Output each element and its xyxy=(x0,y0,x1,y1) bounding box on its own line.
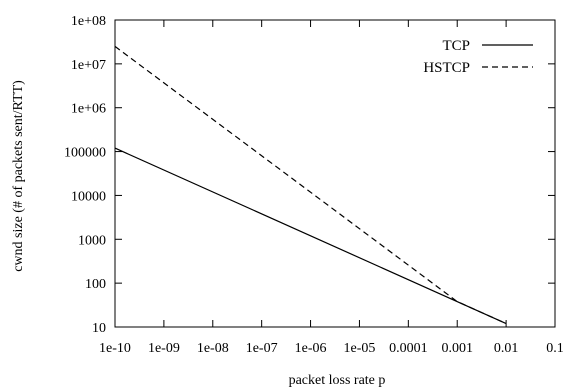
series-line-hstcp xyxy=(114,45,507,325)
x-tick-label: 0.01 xyxy=(494,341,519,356)
y-tick-label: 1e+08 xyxy=(71,14,106,29)
series-line-tcp xyxy=(114,147,507,325)
x-tick-label: 1e-08 xyxy=(197,341,229,356)
x-axis-label: packet loss rate p xyxy=(289,373,386,388)
y-tick-label: 100 xyxy=(85,277,106,292)
y-tick-label: 1000 xyxy=(78,233,106,248)
legend-label-hstcp: HSTCP xyxy=(423,60,470,76)
x-tick-label: 1e-05 xyxy=(343,341,375,356)
x-tick-label: 1e-09 xyxy=(148,341,180,356)
plot-frame xyxy=(114,19,556,328)
x-tick-label: 1e-06 xyxy=(295,341,327,356)
y-tick-label: 1e+06 xyxy=(71,102,106,117)
x-tick-label: 0.0001 xyxy=(389,341,428,356)
x-tick-label: 0.1 xyxy=(546,341,564,356)
y-tick-label: 100000 xyxy=(64,146,106,161)
y-tick-label: 1e+07 xyxy=(71,58,106,73)
x-tick-label: 1e-10 xyxy=(99,341,131,356)
x-tick-label: 1e-07 xyxy=(246,341,278,356)
y-tick-label: 10000 xyxy=(71,189,106,204)
y-tick-label: 10 xyxy=(92,321,106,336)
x-tick-label: 0.001 xyxy=(441,341,473,356)
legend-label-tcp: TCP xyxy=(442,38,470,54)
y-axis-label: cwnd size (# of packets sent/RTT) xyxy=(11,80,26,272)
